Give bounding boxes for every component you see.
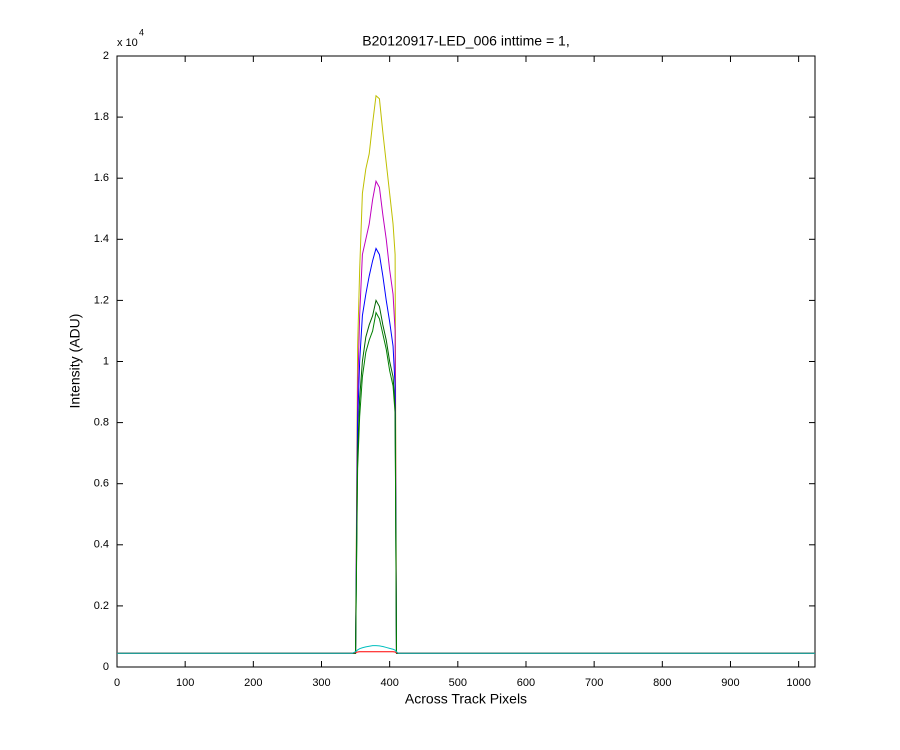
y-tick-label: 0.2 [94,600,109,612]
y-tick-label: 1.2 [94,294,109,306]
y-multiplier-exponent: 4 [139,27,144,37]
y-multiplier: x 10 [117,37,138,49]
data-line [117,311,815,654]
x-tick-label: 0 [114,677,120,689]
y-tick-label: 1.4 [94,233,109,245]
x-axis-label: Across Track Pixels [405,691,527,707]
chart-title: B20120917-LED_006 inttime = 1, [362,33,569,49]
x-tick-label: 300 [312,677,330,689]
y-tick-label: 1.8 [94,111,109,123]
data-line [117,651,815,654]
x-tick-label: 100 [176,677,194,689]
y-tick-label: 0.6 [94,478,109,490]
x-tick-label: 500 [449,677,467,689]
y-tick-label: 0.8 [94,417,109,429]
y-tick-label: 1 [103,355,109,367]
x-tick-label: 800 [653,677,671,689]
y-tick-label: 0.4 [94,539,109,551]
y-axis-label: Intensity (ADU) [67,314,83,409]
x-tick-label: 200 [244,677,262,689]
x-tick-label: 900 [721,677,739,689]
y-tick-label: 0 [103,661,109,673]
x-tick-label: 1000 [786,677,810,689]
y-tick-label: 2 [103,50,109,62]
x-tick-label: 400 [380,677,398,689]
x-tick-label: 600 [517,677,535,689]
x-tick-label: 700 [585,677,603,689]
plot-box [116,55,816,668]
data-line [117,645,815,654]
y-tick-label: 1.6 [94,172,109,184]
